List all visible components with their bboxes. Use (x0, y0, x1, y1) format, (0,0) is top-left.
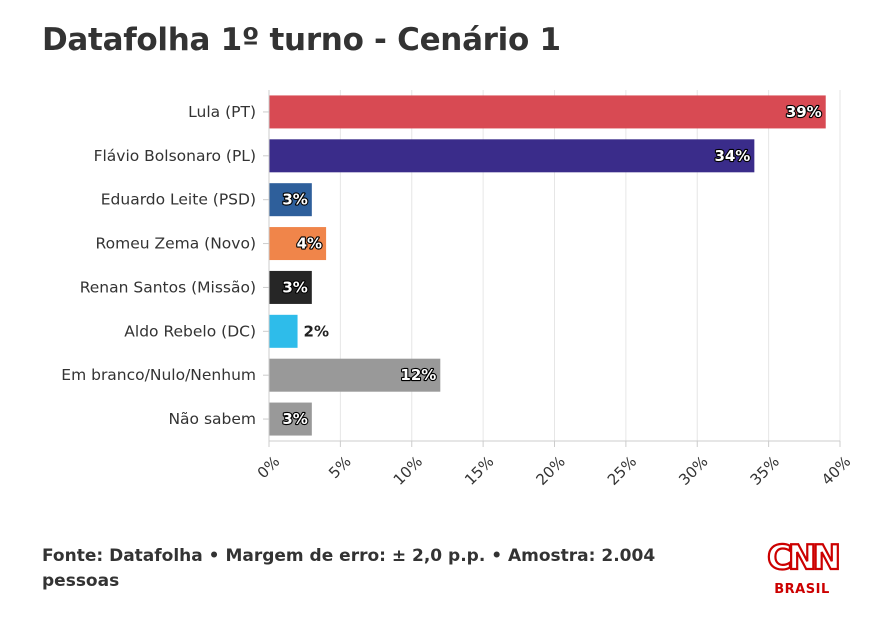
value-label: 39% (786, 103, 822, 121)
bar (269, 402, 312, 436)
x-tick-label: 35% (747, 453, 783, 489)
category-label: Em branco/Nulo/Nenhum (61, 366, 256, 384)
x-tick-label: 0% (254, 453, 284, 483)
category-label: Não sabem (168, 410, 256, 428)
category-label: Romeu Zema (Novo) (96, 235, 256, 253)
x-tick-label: 40% (818, 453, 854, 489)
x-tick-label: 5% (325, 453, 355, 483)
value-label: 34% (714, 147, 750, 165)
bar (269, 183, 312, 217)
category-label: Eduardo Leite (PSD) (101, 191, 256, 209)
value-label: 12% (400, 366, 436, 384)
value-label: 2% (304, 322, 329, 340)
value-label: 3% (282, 278, 307, 296)
x-tick-label: 10% (390, 453, 426, 489)
bar (269, 314, 298, 348)
bar (269, 270, 312, 304)
chart-title: Datafolha 1º turno - Cenário 1 (42, 22, 561, 58)
x-tick-label: 25% (604, 453, 640, 489)
value-label: 3% (282, 191, 307, 209)
x-tick-label: 20% (532, 453, 568, 489)
bar-chart: 0% 5% 10% 15% 20% 25% 30% 35% 40% Lula (PT) 39% Flá… (61, 90, 854, 489)
x-tick-label: 15% (461, 453, 497, 489)
source-note: Fonte: Datafolha • Margem de erro: ± 2,0… (42, 546, 656, 591)
value-label: 3% (282, 410, 307, 428)
bar (269, 358, 441, 392)
bar (269, 95, 826, 129)
logo-sub-text: BRASIL (774, 582, 830, 597)
logo-brand-text: CNN (766, 537, 842, 579)
x-tick-label: 30% (675, 453, 711, 489)
category-label: Aldo Rebelo (DC) (124, 322, 256, 340)
category-label: Flávio Bolsonaro (PL) (94, 147, 256, 165)
bar (269, 139, 755, 173)
bar (269, 227, 327, 261)
value-label: 4% (297, 235, 322, 253)
cnn-brasil-logo: CNN BRASIL (760, 537, 844, 600)
category-label: Lula (PT) (188, 103, 256, 121)
category-label: Renan Santos (Missão) (80, 278, 256, 296)
